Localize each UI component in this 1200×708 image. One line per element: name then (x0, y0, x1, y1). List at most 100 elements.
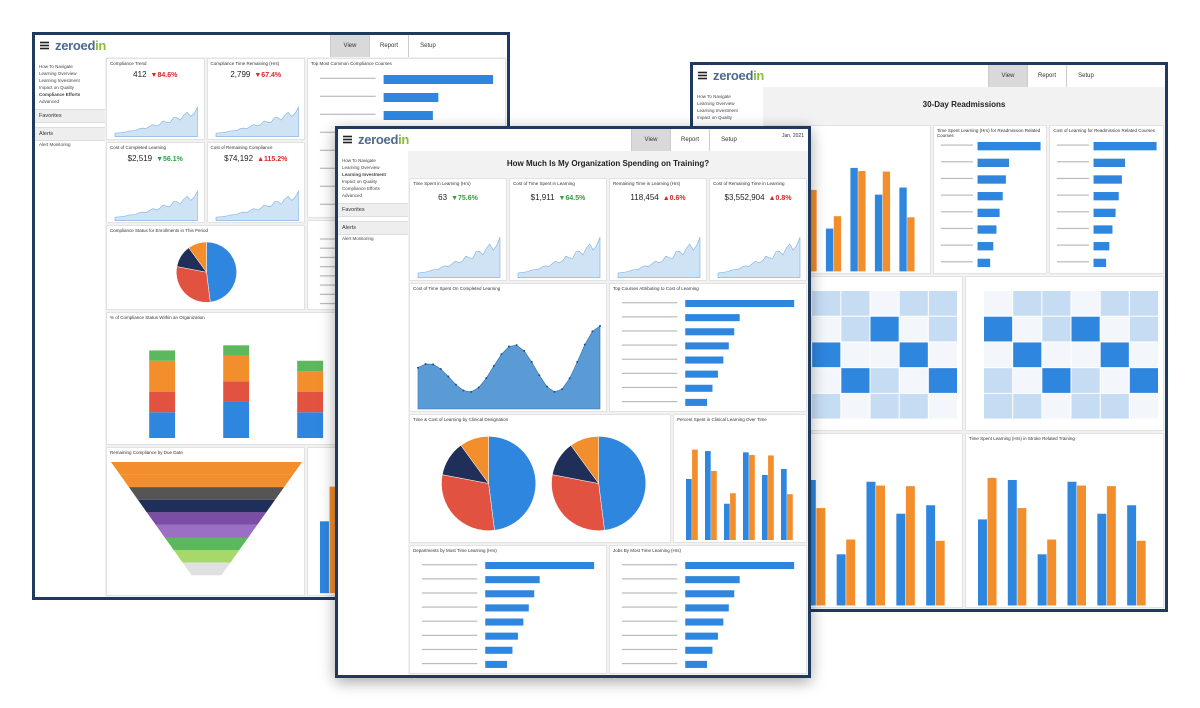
chart-shape (621, 344, 678, 346)
tab-bar: View Report Setup (330, 35, 447, 57)
kpi-values: $3,552,904 ▲0.8% (710, 193, 806, 202)
menu-icon[interactable] (698, 71, 707, 80)
chart-shape (1100, 290, 1129, 316)
chart-shape (787, 494, 793, 540)
tab[interactable]: Setup (1066, 65, 1105, 87)
nav-item[interactable]: Advanced (342, 193, 363, 198)
chart-shape (319, 95, 376, 97)
kpi-value: 63 (438, 193, 448, 203)
chart-shape (621, 386, 678, 389)
chart-graphic (940, 141, 1041, 267)
tab[interactable]: View (988, 65, 1027, 87)
chart-shape (841, 393, 870, 419)
nav-item[interactable]: Impact on Quality (39, 85, 75, 90)
chart-shape (297, 370, 324, 392)
chart-shape (500, 353, 503, 356)
alert-item[interactable]: Alert Monitoring (342, 236, 374, 241)
chart-shape (1136, 540, 1146, 605)
nav-item[interactable]: Impact on Quality (697, 115, 733, 120)
chart-shape (1057, 177, 1090, 179)
chart-shape (1042, 393, 1071, 419)
chart-shape (1042, 316, 1071, 342)
chart-shape (806, 479, 816, 605)
tab[interactable]: View (330, 35, 369, 57)
tab[interactable]: Report (670, 129, 709, 151)
nav-item[interactable]: Learning Investment (39, 78, 80, 83)
chart-shape (1013, 290, 1042, 316)
favorites-header[interactable]: Favorites (35, 109, 105, 123)
chart-shape (926, 504, 936, 605)
chart-shape (485, 618, 524, 626)
nav-item[interactable]: Learning Overview (342, 165, 380, 170)
chart-shape (621, 648, 678, 651)
chart-shape (114, 106, 198, 137)
panel-title: Percent Spent in Clinical Learning Over … (677, 417, 767, 422)
nav-item[interactable]: Advanced (39, 99, 60, 104)
kpi-label: Compliance Trend (110, 61, 147, 66)
chart-shape (1057, 227, 1090, 229)
chart-shape (621, 606, 678, 608)
chart-shape (1057, 210, 1090, 212)
chart-shape (1071, 316, 1100, 342)
chart-shape (940, 144, 973, 146)
chart-shape (899, 290, 928, 316)
chart-shape (462, 389, 465, 392)
chart-shape (561, 388, 564, 391)
chart-shape (1071, 290, 1100, 316)
nav-item[interactable]: Compliance Efforts (39, 92, 81, 97)
chart-shape (1129, 290, 1158, 316)
chart-shape (155, 524, 258, 538)
chart-graphic (215, 106, 299, 137)
tab[interactable]: Setup (709, 129, 748, 151)
chart-shape (812, 368, 841, 393)
chart-shape (485, 632, 518, 640)
tab[interactable]: View (631, 129, 670, 151)
chart-shape (421, 592, 478, 594)
nav-item[interactable]: Learning Investment (697, 108, 738, 113)
tab[interactable]: Setup (408, 35, 447, 57)
chart-shape (421, 634, 478, 636)
alerts-header[interactable]: Alerts (338, 221, 408, 235)
chart-shape (907, 216, 915, 271)
nav-item[interactable]: Compliance Efforts (342, 186, 380, 191)
chart-shape (928, 368, 957, 393)
chart-shape (383, 75, 494, 84)
chart-shape (812, 290, 841, 316)
menu-line (343, 138, 352, 141)
chart-shape (928, 342, 957, 368)
nav-item[interactable]: How To Navigate (342, 158, 376, 163)
tab[interactable]: Report (369, 35, 408, 57)
tab[interactable]: Report (1027, 65, 1066, 87)
chart-shape (977, 141, 1041, 150)
date-picker[interactable]: Jan, 2021 (782, 133, 804, 139)
chart-shape (899, 368, 928, 393)
alerts-header[interactable]: Alerts (35, 127, 105, 141)
nav-item[interactable]: Learning Overview (39, 71, 77, 76)
chart-shape (896, 513, 906, 605)
chart-shape (538, 374, 541, 377)
nav-item[interactable]: Impact on Quality (342, 179, 378, 184)
alert-item[interactable]: Alert Monitoring (39, 142, 71, 147)
chart-shape (1093, 258, 1107, 267)
chart-shape (685, 632, 718, 640)
kpi-values: 118,454 ▲0.6% (610, 193, 706, 202)
menu-icon[interactable] (40, 41, 49, 50)
favorites-header[interactable]: Favorites (338, 203, 408, 217)
chart-shape (297, 360, 324, 371)
nav-item[interactable]: How To Navigate (39, 64, 73, 69)
menu-icon[interactable] (343, 135, 352, 144)
chart-shape (517, 237, 601, 279)
chart-shape (110, 461, 303, 475)
panel-title: Top Courses Attributing to Cost of Learn… (613, 286, 699, 291)
chart-shape (598, 436, 647, 531)
panel-title: Jobs By Most Time Learning (Hrs) (613, 548, 682, 553)
nav-item[interactable]: Learning Investment (342, 172, 387, 177)
nav-item[interactable]: How To Navigate (697, 94, 731, 99)
kpi-label: Cost of Remaining Time in Learning (713, 181, 785, 187)
chart-shape (591, 330, 594, 333)
kpi-chart-holder (208, 90, 305, 139)
nav-item[interactable]: Learning Overview (697, 101, 735, 106)
chart-shape (1042, 368, 1071, 393)
chart-shape (768, 455, 774, 540)
chart-shape (570, 436, 599, 485)
